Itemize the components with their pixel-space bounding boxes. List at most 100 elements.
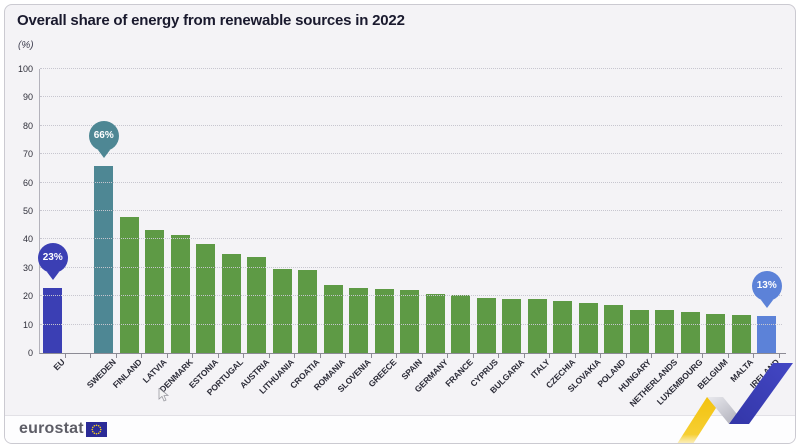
x-axis-tick [319,354,321,358]
footer-bar: eurostat [5,415,795,443]
bar-sweden[interactable] [94,165,114,353]
bar-slot-finland: FINLAND [110,69,143,390]
x-axis-tick [676,354,678,358]
bar-denmark[interactable] [170,234,190,353]
bar-slot-denmark: DENMARK [157,69,194,394]
eurostat-logo[interactable]: eurostat [19,420,107,438]
gridline-50 [40,210,782,211]
x-axis-tick [702,354,703,358]
bar-slot-bulgaria: BULGARIA [488,69,526,395]
x-axis-tick [651,354,652,358]
bar-slot-luxembourg: LUXEMBOURG [655,69,704,407]
y-tick-label-80: 80 [22,120,33,131]
bar-slot-ireland: IRELAND 13% [748,69,782,390]
bar-eu[interactable] [43,287,63,353]
x-axis-tick [472,354,474,358]
x-axis-tick [64,354,66,358]
x-axis-tick [600,354,601,358]
x-axis-tick [549,354,550,358]
x-axis-tick [778,354,780,358]
bar-slot-greece: GREECE [366,69,398,389]
bar-slot-cyprus: CYPRUS [469,69,500,389]
x-axis-tick [625,354,627,358]
eurostat-wordmark: eurostat [19,420,84,437]
chart-card: Overall share of energy from renewable s… [4,4,796,444]
y-tick-label-90: 90 [22,92,33,103]
bar-slot-france: FRANCE [443,69,475,389]
flag-stars [91,423,102,435]
chart-unit-label: (%) [18,40,34,51]
bar-netherlands[interactable] [655,310,675,353]
bar-romania[interactable] [323,284,343,353]
x-axis-tick [447,354,448,358]
bar-bulgaria[interactable] [502,298,522,353]
bar-slot-czechia: CZECHIA [544,69,577,390]
bar-slot-sweden: SWEDEN 66% [85,69,119,390]
gridline-30 [40,266,782,268]
bar-slot-latvia: LATVIA [141,69,169,385]
y-tick-label-0: 0 [27,348,33,358]
bar-greece[interactable] [374,288,394,353]
x-axis-tick [192,354,193,358]
ribbon-blue-band [729,363,793,424]
y-tick-label-40: 40 [22,234,33,245]
bar-croatia[interactable] [298,269,318,353]
bar-finland[interactable] [119,216,139,353]
bar-slot-slovenia: SLOVENIA [336,69,373,394]
mouse-cursor-icon [158,388,170,402]
x-axis-tick [243,354,244,358]
y-tick-label-100: 100 [17,64,33,74]
gridline-80 [40,124,782,126]
bar-slovenia[interactable] [349,287,369,353]
ribbon-yellow-band [677,397,723,443]
gridline-10 [40,323,782,325]
bar-slot-germany: GERMANY [412,69,449,394]
bar-estonia[interactable] [196,243,216,353]
bar-italy[interactable] [527,298,547,353]
bar-germany[interactable] [425,293,445,353]
bar-slot-italy: ITALY [525,69,551,380]
x-axis-tick [345,354,346,358]
bar-slot-poland: POLAND [596,69,628,389]
bar-cyprus[interactable] [476,297,496,353]
bar-luxembourg[interactable] [680,312,700,353]
x-axis-tick [523,354,525,358]
gridline-40 [40,238,782,240]
gridline-20 [40,295,782,297]
gridline-60 [40,181,782,183]
x-axis-tick [370,354,372,358]
bar-belgium[interactable] [706,313,726,353]
y-tick-label-20: 20 [22,291,33,302]
bar-spain[interactable] [400,290,420,353]
bar-slovakia[interactable] [578,303,598,353]
x-axis-tick [727,354,729,358]
bar-poland[interactable] [604,305,624,353]
x-axis-label-text: EU [51,357,67,373]
decorative-ribbon [677,363,793,443]
bar-czechia[interactable] [553,301,573,353]
bar-portugal[interactable] [221,254,241,353]
bar-malta[interactable] [731,314,751,353]
x-axis-tick [753,354,754,358]
bar-ireland[interactable] [757,315,777,353]
x-axis-tick [115,354,117,358]
bar-lithuania[interactable] [272,268,292,353]
bar-hungary[interactable] [629,309,649,353]
bar-austria[interactable] [247,257,267,353]
callout-sweden: 66% [88,120,119,151]
bars-row: EU 23% SWEDEN 66% FINLAND LATVIA DENMARK ESTONI… [37,69,782,409]
y-tick-label-60: 60 [22,177,33,188]
bar-slot-portugal: PORTUGAL [205,69,245,397]
bar-latvia[interactable] [145,230,165,353]
eu-flag-icon [85,421,107,437]
x-axis-tick [421,354,423,358]
x-axis-tick [268,354,270,358]
gridline-70 [40,153,782,155]
bar-slot-netherlands: NETHERLANDS [627,69,679,409]
bar-slot-estonia: ESTONIA [187,69,220,390]
x-axis-tick [166,354,168,358]
bar-slot-slovakia: SLOVAKIA [565,69,602,394]
y-tick-label-70: 70 [22,149,33,160]
chart-title: Overall share of energy from renewable s… [17,12,405,29]
